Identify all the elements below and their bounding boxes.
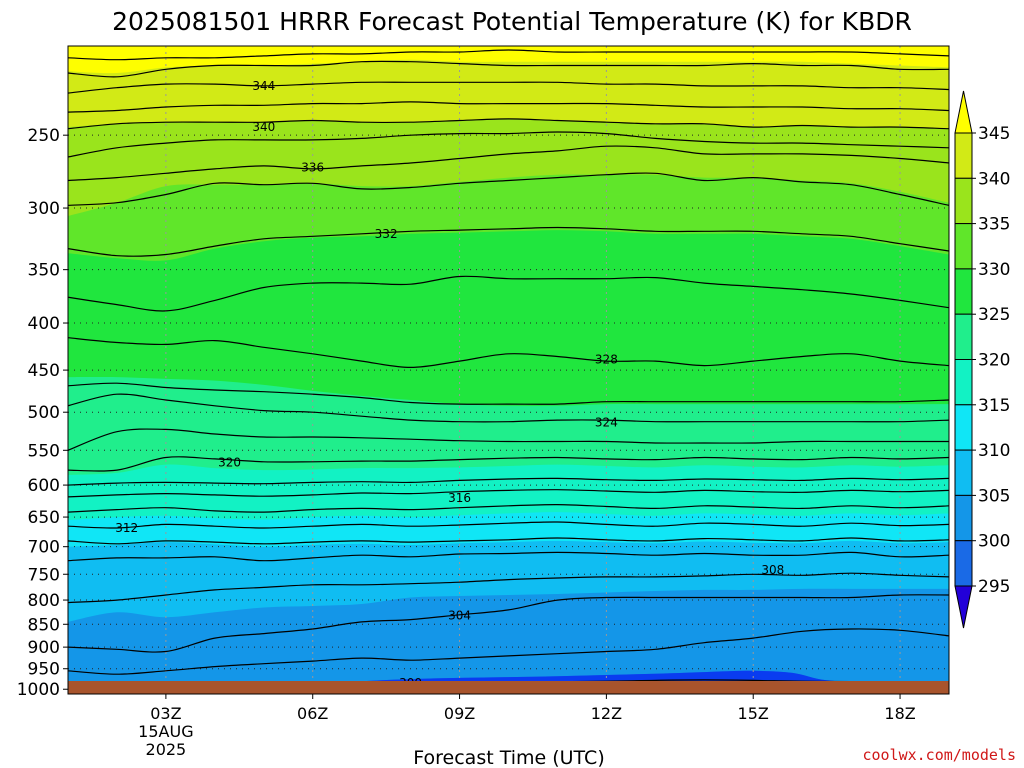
colorbar-label-315: 315 [978,396,1010,416]
contour-334 [68,172,949,206]
fill-band-340 [68,46,949,129]
y-tick-label-750: 750 [28,565,60,585]
contour-338 [68,131,949,158]
x-tick-label-18Z: 18Z [884,704,915,723]
contour-302 [68,628,949,675]
contour-340 [68,118,949,130]
contour-330 [68,275,949,312]
colorbar-segment-315 [954,404,973,451]
contour-label-324: 324 [595,415,618,429]
y-tick-label-950: 950 [28,660,60,680]
x-tick-year: 2025 [146,740,187,759]
contour-324 [68,393,949,423]
contour-312 [68,521,949,529]
contour-320 [68,456,949,472]
colorbar-label-310: 310 [978,441,1010,461]
y-tick-label-550: 550 [28,441,60,461]
y-tick-label-800: 800 [28,591,60,611]
contour-332 [68,226,949,257]
contour-346 [68,60,949,78]
colorbar-segment-340 [954,177,973,225]
x-tick-label-06Z: 06Z [297,704,328,723]
colorbar-extend-top [954,90,973,134]
y-tick-label-250: 250 [28,126,60,146]
y-tick-label-500: 500 [28,403,60,423]
colorbar-segment-335 [954,223,973,270]
colorbar-label-325: 325 [978,305,1010,325]
colorbar-label-330: 330 [978,260,1010,280]
colorbar-label-300: 300 [978,532,1010,552]
contour-326 [68,382,949,405]
colorbar: 345 340 335 330 325 320 315 310 305 300 295 [954,90,1010,629]
colorbar-segment-345 [954,132,973,179]
contour-314 [68,503,949,513]
colorbar-label-335: 335 [978,215,1010,235]
contour-318 [68,477,949,486]
colorbar-segment-305 [954,494,973,542]
colorbar-segment-325 [954,313,973,361]
colorbar-label-345: 345 [978,124,1010,144]
contour-label-308: 308 [761,563,784,577]
contour-316 [68,489,949,498]
y-axis: 250 300 350 400 450 500 550 600 650 700 750 800 850 9… [17,126,68,700]
x-tick-label-12Z: 12Z [591,704,622,723]
contour-310 [68,537,949,545]
colorbar-segment-310 [954,449,973,496]
contour-308 [68,551,949,562]
contour-304 [68,594,949,653]
contour-344 [68,81,949,94]
colorbar-extend-bottom [954,585,973,629]
x-axis-title: Forecast Time (UTC) [413,747,604,768]
y-tick-label-1000: 1000 [17,680,60,700]
temperature-fill-layer [68,46,949,694]
colorbar-segment-330 [954,268,973,315]
colorbar-label-295: 295 [978,577,1010,597]
contour-label-312: 312 [115,521,138,535]
x-tick-label-09Z: 09Z [444,704,475,723]
contour-306 [68,572,949,604]
contour-label-320: 320 [218,455,241,469]
contour-328 [68,337,949,369]
contour-label-328: 328 [595,352,618,366]
y-tick-label-700: 700 [28,538,60,558]
ground-strip [68,681,949,694]
fill-band-345 [68,46,949,74]
y-tick-label-350: 350 [28,261,60,281]
y-tick-label-300: 300 [28,199,60,219]
colorbar-label-340: 340 [978,169,1010,189]
chart-title: 2025081501 HRRR Forecast Potential Tempe… [112,7,912,36]
colorbar-segment-300 [954,540,973,587]
x-tick-label-15Z: 15Z [738,704,769,723]
gridlines [68,46,949,694]
contour-label-336: 336 [301,160,324,174]
y-tick-label-400: 400 [28,314,60,334]
colorbar-label-305: 305 [978,486,1010,506]
contour-336 [68,145,949,182]
credit-link[interactable]: coolwx.com/models [862,746,1016,764]
contour-label-344: 344 [252,79,275,93]
contour-label-332: 332 [375,227,398,241]
x-tick-date: 15AUG [138,722,193,741]
y-tick-label-900: 900 [28,638,60,658]
colorbar-label-320: 320 [978,351,1010,371]
contour-342 [68,101,949,113]
contour-label-304: 304 [448,609,471,623]
y-tick-label-850: 850 [28,615,60,635]
y-tick-label-600: 600 [28,476,60,496]
colorbar-segment-320 [954,359,973,406]
contour-label-316: 316 [448,491,471,505]
x-tick-label-03Z: 03Z [150,704,181,723]
contour-label-340: 340 [252,120,275,134]
contour-322 [68,428,949,451]
contour-labels: 296300304308312316320324328332336340344 [115,79,784,695]
y-tick-label-650: 650 [28,508,60,528]
contour-348 [68,49,949,61]
y-tick-label-450: 450 [28,361,60,381]
